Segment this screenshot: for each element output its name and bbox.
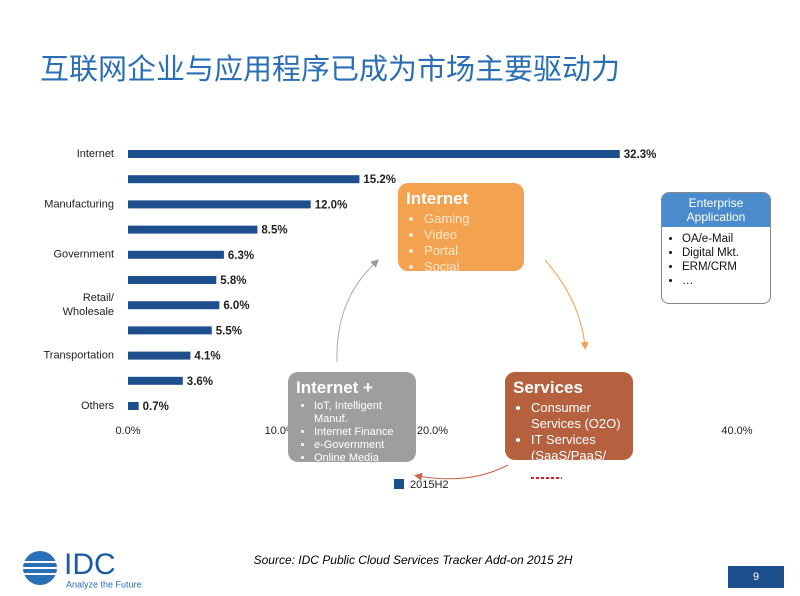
box-item: ERM/CRM xyxy=(682,260,770,274)
internet-plus-box: Internet + IoT, Intelligent Manuf. Inter… xyxy=(288,372,416,462)
logo-lines xyxy=(23,561,57,575)
bar xyxy=(128,351,191,360)
internet-box: Internet Gaming Video Portal Social xyxy=(398,183,524,271)
logo-text: IDC xyxy=(64,548,116,581)
source-note: Source: IDC Public Cloud Services Tracke… xyxy=(253,553,573,567)
legend-swatch xyxy=(394,479,404,489)
bar xyxy=(128,301,220,310)
value-label: 4.1% xyxy=(194,351,220,363)
page-number: 9 xyxy=(728,566,784,588)
box-item: Consumer Services (O2O) xyxy=(531,400,625,432)
box-item: Gaming xyxy=(424,211,516,227)
bar xyxy=(128,225,258,234)
x-tick-label: 40.0% xyxy=(721,425,752,437)
bar xyxy=(128,175,360,184)
box-item: Online Media xyxy=(314,452,408,462)
value-label: 5.8% xyxy=(220,275,246,287)
slide-title: 互联网企业与应用程序已成为市场主要驱动力 xyxy=(40,52,621,86)
box-list: Consumer Services (O2O) IT Services (Saa… xyxy=(513,400,625,460)
box-list: OA/e-Mail Digital Mkt. ERM/CRM … xyxy=(662,232,770,288)
value-label: 6.3% xyxy=(228,250,254,262)
y-tick-label: Manufacturing xyxy=(44,198,114,210)
value-label: 0.7% xyxy=(143,401,169,413)
box-item: IT Services (SaaS/PaaS/ xyxy=(531,432,625,460)
y-tick-label: Retail/Wholesale xyxy=(63,292,115,318)
enterprise-box: Enterprise Application OA/e-Mail Digital… xyxy=(661,192,771,304)
y-tick-label: Transportation xyxy=(43,350,114,362)
box-item: e-Government xyxy=(314,439,408,452)
x-tick-label: 20.0% xyxy=(417,425,448,437)
box-title: Internet xyxy=(406,189,469,208)
arrow xyxy=(544,259,589,350)
box-title: Enterprise Application xyxy=(662,193,770,227)
arrow xyxy=(414,464,509,481)
box-list: IoT, Intelligent Manuf. Internet Finance… xyxy=(296,400,408,462)
bar xyxy=(128,276,217,284)
bar xyxy=(128,200,311,209)
bar xyxy=(128,250,224,259)
legend-label: 2015H2 xyxy=(410,479,449,491)
bar xyxy=(128,150,620,158)
arrow xyxy=(336,259,379,363)
box-item: OA/e-Mail xyxy=(682,232,770,246)
box-list: Gaming Video Portal Social xyxy=(406,211,516,271)
y-tick-label: Others xyxy=(81,400,115,412)
y-tick-label: Government xyxy=(53,249,114,261)
box-item: … xyxy=(682,274,770,288)
box-item: Digital Mkt. xyxy=(682,246,770,260)
value-label: 5.5% xyxy=(216,325,242,337)
x-tick-label: 0.0% xyxy=(115,425,140,437)
y-tick-label: Internet xyxy=(77,148,114,160)
value-label: 32.3% xyxy=(624,149,657,161)
box-title: Services xyxy=(513,378,583,397)
box-item: IoT, Intelligent Manuf. xyxy=(314,400,408,426)
value-label: 12.0% xyxy=(315,199,348,211)
bar xyxy=(128,402,139,410)
box-item: Video xyxy=(424,227,516,243)
box-item: Social xyxy=(424,259,516,271)
box-title: Internet + xyxy=(296,378,373,397)
services-box: Services Consumer Services (O2O) IT Serv… xyxy=(505,372,633,460)
logo-tagline: Analyze the Future xyxy=(66,579,142,589)
box-item: Portal xyxy=(424,243,516,259)
box-item: Internet Finance xyxy=(314,426,408,439)
value-label: 15.2% xyxy=(363,174,396,186)
bar xyxy=(128,326,212,335)
value-label: 3.6% xyxy=(187,376,213,388)
value-label: 6.0% xyxy=(223,300,249,312)
bar xyxy=(128,376,183,385)
value-label: 8.5% xyxy=(261,225,287,237)
